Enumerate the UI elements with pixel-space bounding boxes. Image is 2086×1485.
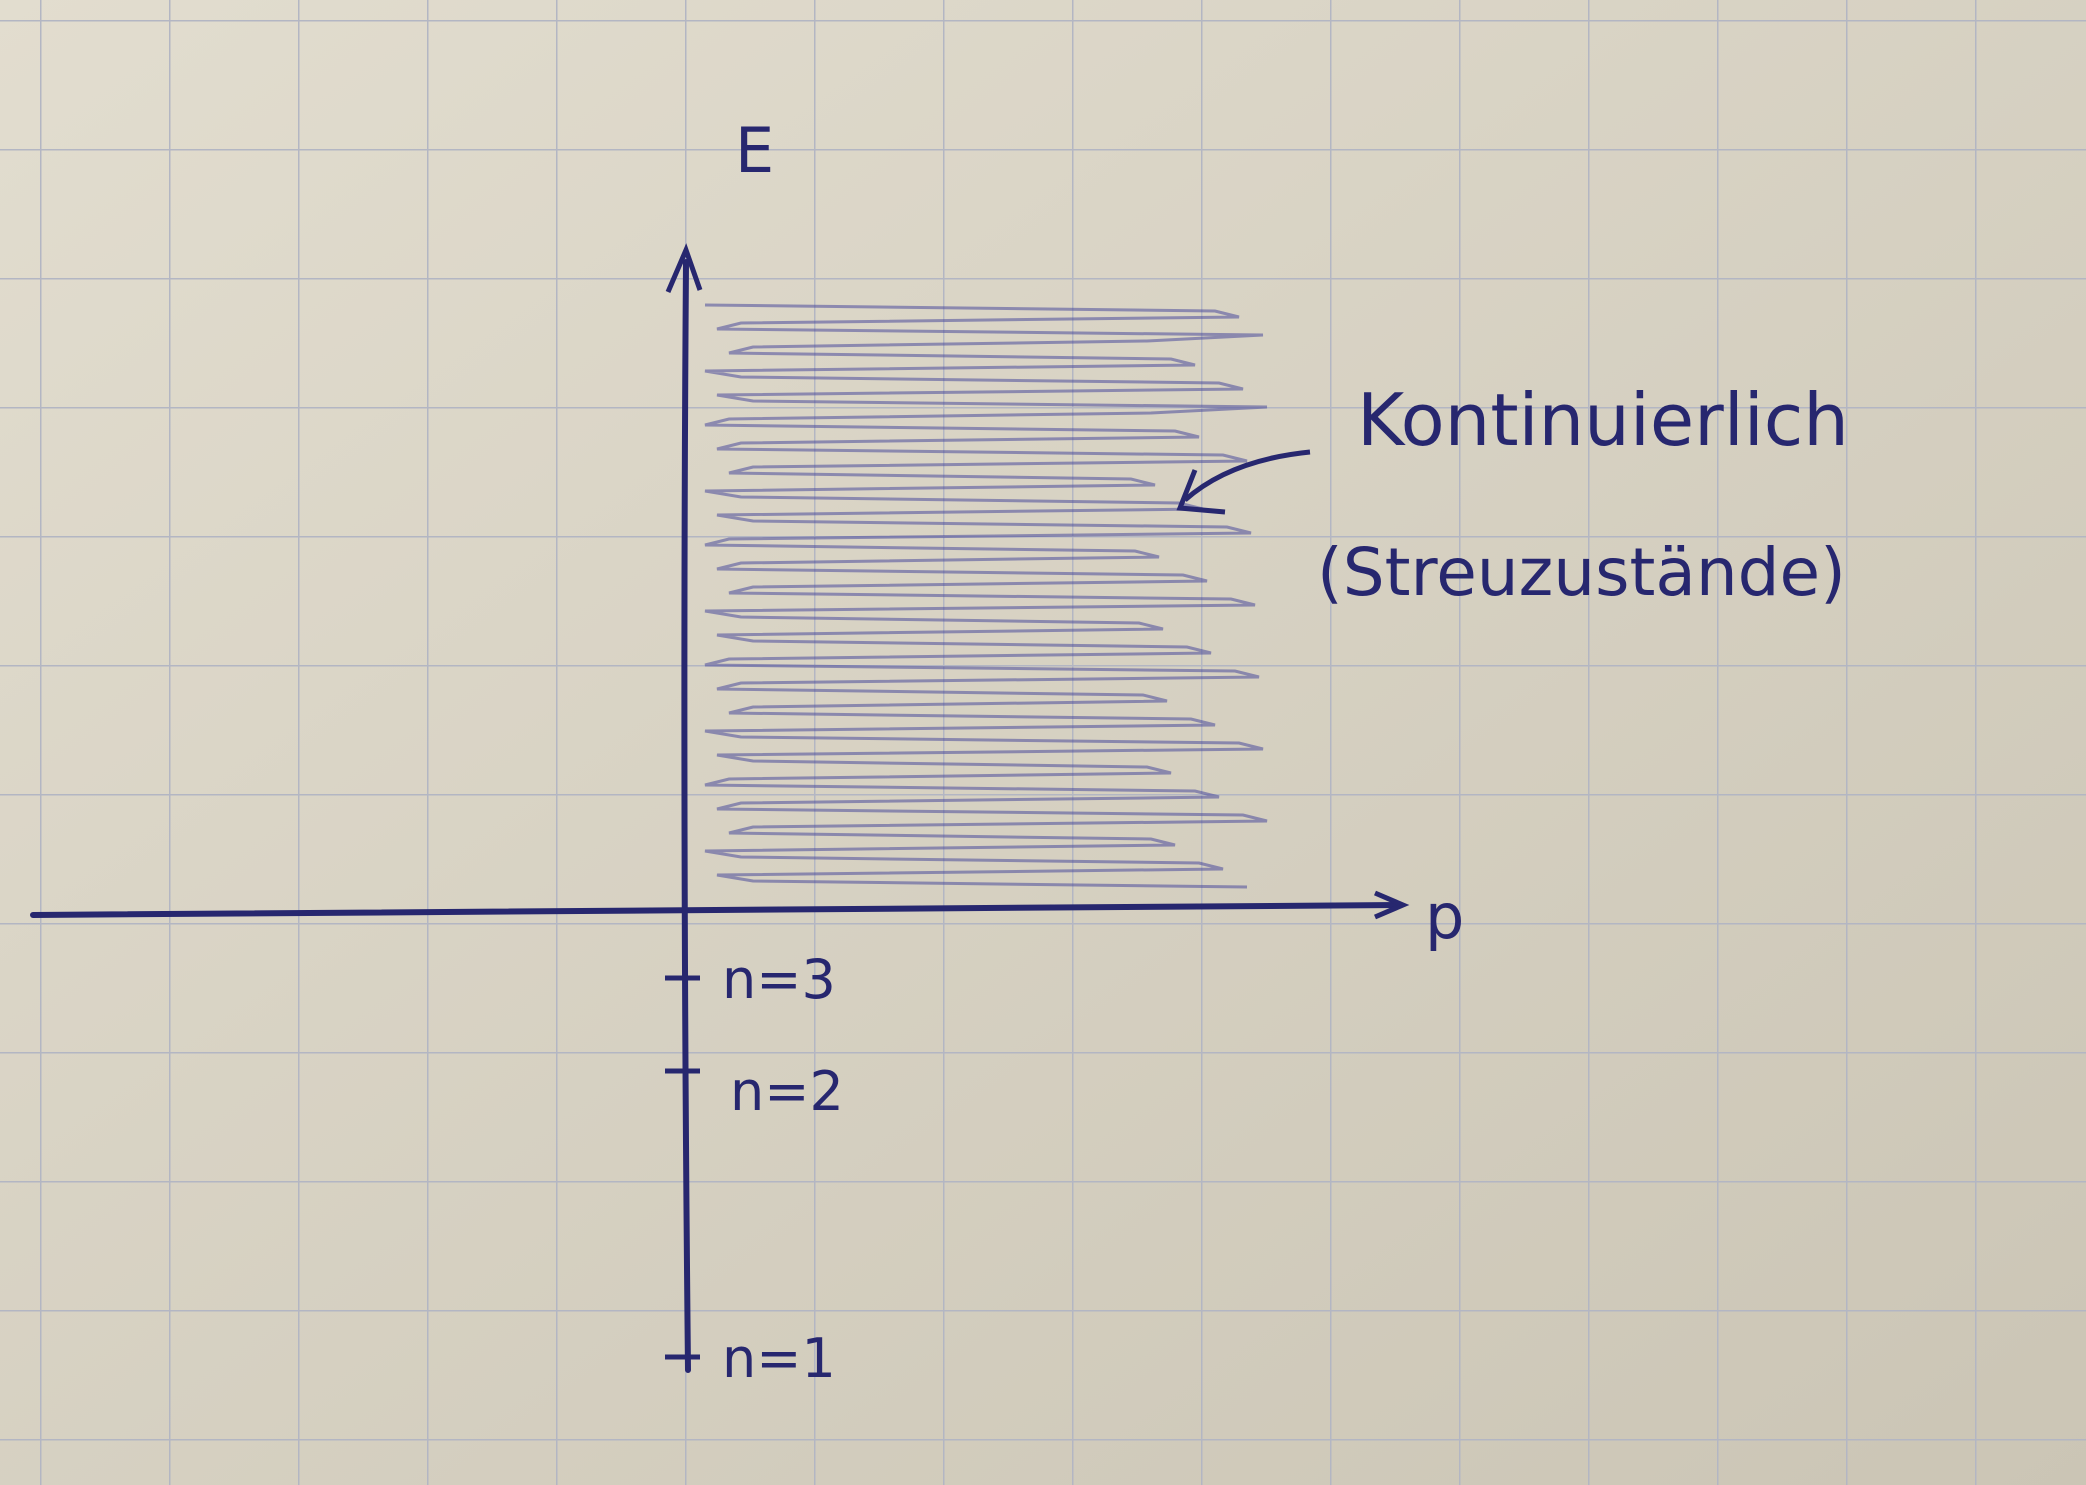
x-axis-label: p	[1425, 880, 1464, 953]
continuum-shading	[704, 303, 1268, 889]
y-arrow	[665, 243, 703, 293]
y-axis	[681, 259, 691, 1373]
level-label: n=3	[722, 948, 836, 1011]
annotation-line: (Streuzustände)	[1317, 534, 1846, 611]
annotation-line: Kontinuierlich	[1357, 378, 1849, 462]
x-arrow	[1374, 890, 1410, 920]
y-axis-label: E	[735, 114, 774, 187]
level-label: n=2	[730, 1060, 844, 1123]
level-label: n=1	[722, 1327, 836, 1390]
annotation-arrowhead	[1176, 469, 1226, 515]
annotation-arrow	[1183, 449, 1311, 502]
x-axis	[30, 902, 1403, 918]
shading-stroke	[704, 303, 1268, 889]
